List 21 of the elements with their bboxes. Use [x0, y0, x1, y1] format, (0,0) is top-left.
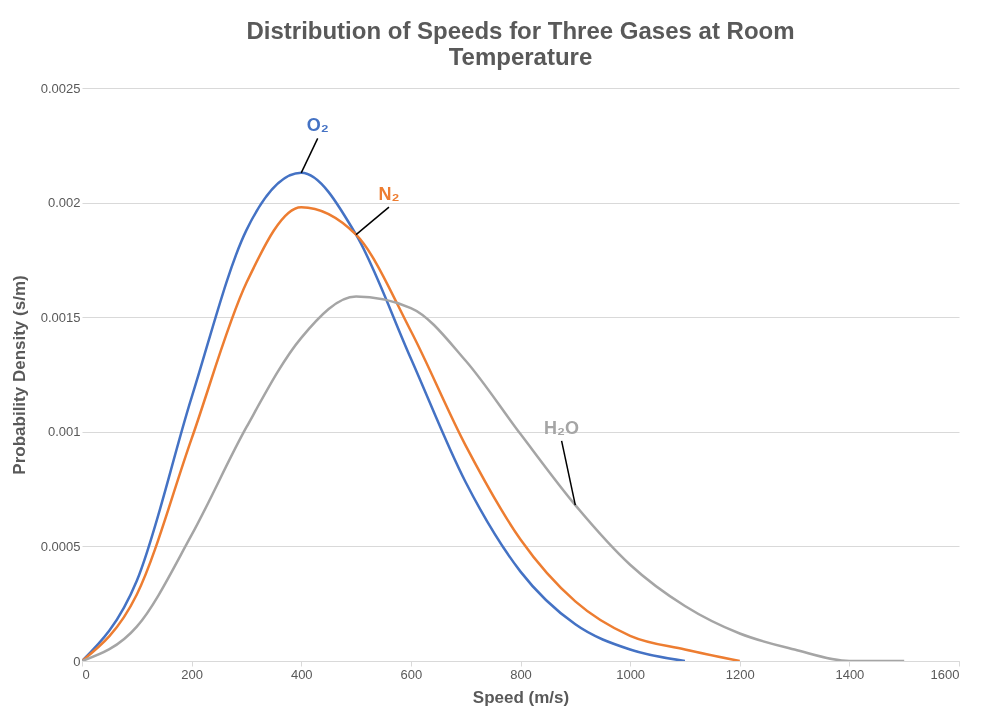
- y-tick-label: 0.001: [47, 424, 81, 440]
- y-tick-label: 0.002: [47, 195, 81, 211]
- line-series: [82, 295, 906, 661]
- y-axis-title: Probability Density (s/m): [9, 275, 29, 475]
- x-tick-label: 1600: [930, 666, 960, 682]
- x-tick-label: 800: [510, 666, 532, 682]
- x-tick-label: 1000: [616, 666, 646, 682]
- text: N₂: [378, 184, 400, 205]
- series-label: H₂O: [544, 417, 580, 438]
- chart-title: Distribution of Speeds for Three Gases at Room Temperature: [246, 17, 795, 70]
- y-tick-label: 0: [73, 653, 81, 669]
- y-tick-label: 0.0015: [40, 309, 81, 325]
- x-tick-label: 200: [181, 666, 203, 682]
- x-tick-label: 1400: [835, 666, 865, 682]
- x-tick-label: 400: [290, 666, 313, 682]
- y-tick-label: 0.0025: [40, 80, 81, 96]
- x-axis-title: Speed (m/s): [472, 687, 570, 707]
- x-tick-label: 1200: [725, 666, 755, 682]
- y-tick-label: 0.0005: [40, 538, 81, 554]
- x-tick-label: 600: [400, 666, 423, 682]
- text: O₂: [306, 115, 329, 136]
